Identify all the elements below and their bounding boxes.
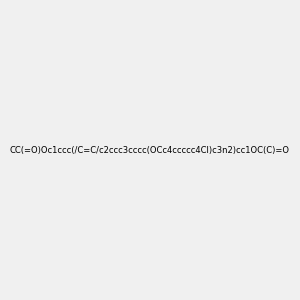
Text: CC(=O)Oc1ccc(/C=C/c2ccc3cccc(OCc4ccccc4Cl)c3n2)cc1OC(C)=O: CC(=O)Oc1ccc(/C=C/c2ccc3cccc(OCc4ccccc4C… (10, 146, 290, 154)
